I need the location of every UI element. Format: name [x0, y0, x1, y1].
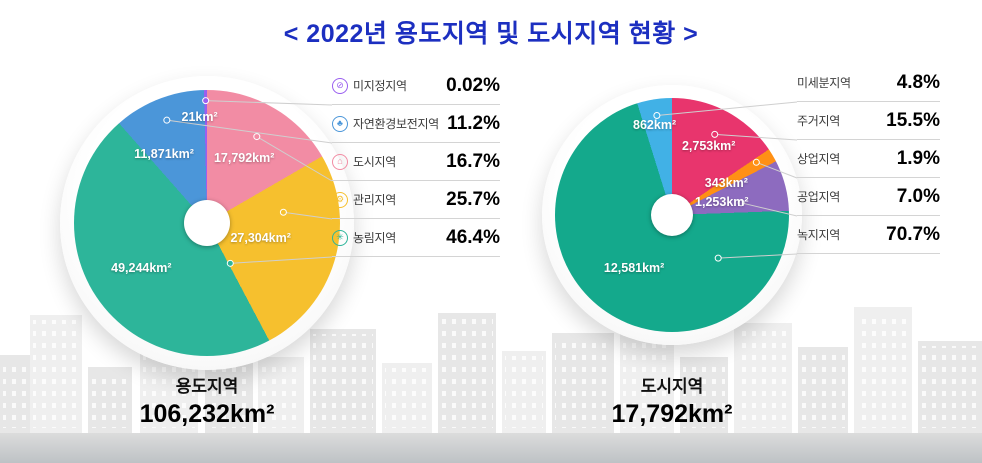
legend-label: 주거지역	[797, 114, 840, 128]
legend-percent: 16.7%	[446, 150, 500, 172]
urban-zone-legend: 미세분지역 4.8% 주거지역 15.5% 상업지역 1.9% 공업지역 7.0% 녹지지역 70…	[797, 64, 940, 254]
legend-percent: 0.02%	[446, 74, 500, 96]
legend-item-2: 상업지역 1.9%	[797, 140, 940, 178]
legend-item-3: 공업지역 7.0%	[797, 178, 940, 216]
legend-item-0: ⊘ 미지정지역 0.02%	[332, 67, 500, 105]
legend-item-4: ✳ 농림지역 46.4%	[332, 219, 500, 257]
tree-icon: ♣	[332, 115, 348, 132]
legend-percent: 25.7%	[446, 188, 500, 210]
legend-label: 상업지역	[797, 152, 840, 166]
legend-item-4: 녹지지역 70.7%	[797, 216, 940, 254]
legend-item-1: 주거지역 15.5%	[797, 102, 940, 140]
chart-total: 17,792km²	[611, 400, 733, 428]
gear-icon: ⚙	[332, 191, 348, 208]
use-zone-caption: 용도지역 106,232km²	[57, 372, 357, 429]
legend-percent: 15.5%	[886, 109, 940, 131]
legend-label: 녹지지역	[797, 228, 840, 242]
legend-label: 미세분지역	[797, 76, 851, 90]
legend-percent: 11.2%	[447, 112, 500, 134]
legend-label: 공업지역	[797, 190, 840, 204]
chart-name: 용도지역	[175, 377, 239, 396]
urban-zone-pie-chart: 862km² 2,753km² 343km² 1,253km² 12,581km² 미세…	[540, 62, 960, 392]
legend-item-3: ⚙ 관리지역 25.7%	[332, 181, 500, 219]
legend-item-1: ♣ 자연환경보전지역 11.2%	[332, 105, 500, 143]
chart-total: 106,232km²	[139, 400, 275, 428]
chart-name: 도시지역	[640, 377, 704, 396]
legend-percent: 4.8%	[896, 71, 940, 93]
legend-label: 관리지역	[353, 193, 396, 207]
no-entry-icon: ⊘	[332, 77, 348, 94]
legend-percent: 1.9%	[896, 147, 940, 169]
building-icon: ⌂	[332, 153, 348, 170]
legend-percent: 46.4%	[446, 226, 500, 248]
legend-item-2: ⌂ 도시지역 16.7%	[332, 143, 500, 181]
urban-zone-caption: 도시지역 17,792km²	[522, 372, 822, 429]
legend-label: 도시지역	[353, 155, 396, 169]
legend-percent: 70.7%	[886, 223, 940, 245]
use-zone-pie-chart: 21km² 11,871km² 17,792km² 27,304km² 49,244km…	[40, 62, 500, 392]
use-zone-legend: ⊘ 미지정지역 0.02% ♣ 자연환경보전지역 11.2% ⌂ 도시지역 16.7% ⚙ 관리지역…	[332, 67, 500, 257]
city-skyline-silhouette	[0, 298, 982, 433]
pie-center-hole	[184, 200, 230, 246]
bottom-gray-band	[0, 433, 982, 463]
pie-center-hole	[651, 194, 693, 236]
legend-label: 미지정지역	[353, 79, 407, 93]
legend-label: 자연환경보전지역	[353, 117, 439, 131]
legend-percent: 7.0%	[896, 185, 940, 207]
legend-label: 농림지역	[353, 231, 396, 245]
page-title: < 2022년 용도지역 및 도시지역 현황 >	[283, 20, 699, 48]
sprout-icon: ✳	[332, 229, 348, 246]
legend-item-0: 미세분지역 4.8%	[797, 64, 940, 102]
